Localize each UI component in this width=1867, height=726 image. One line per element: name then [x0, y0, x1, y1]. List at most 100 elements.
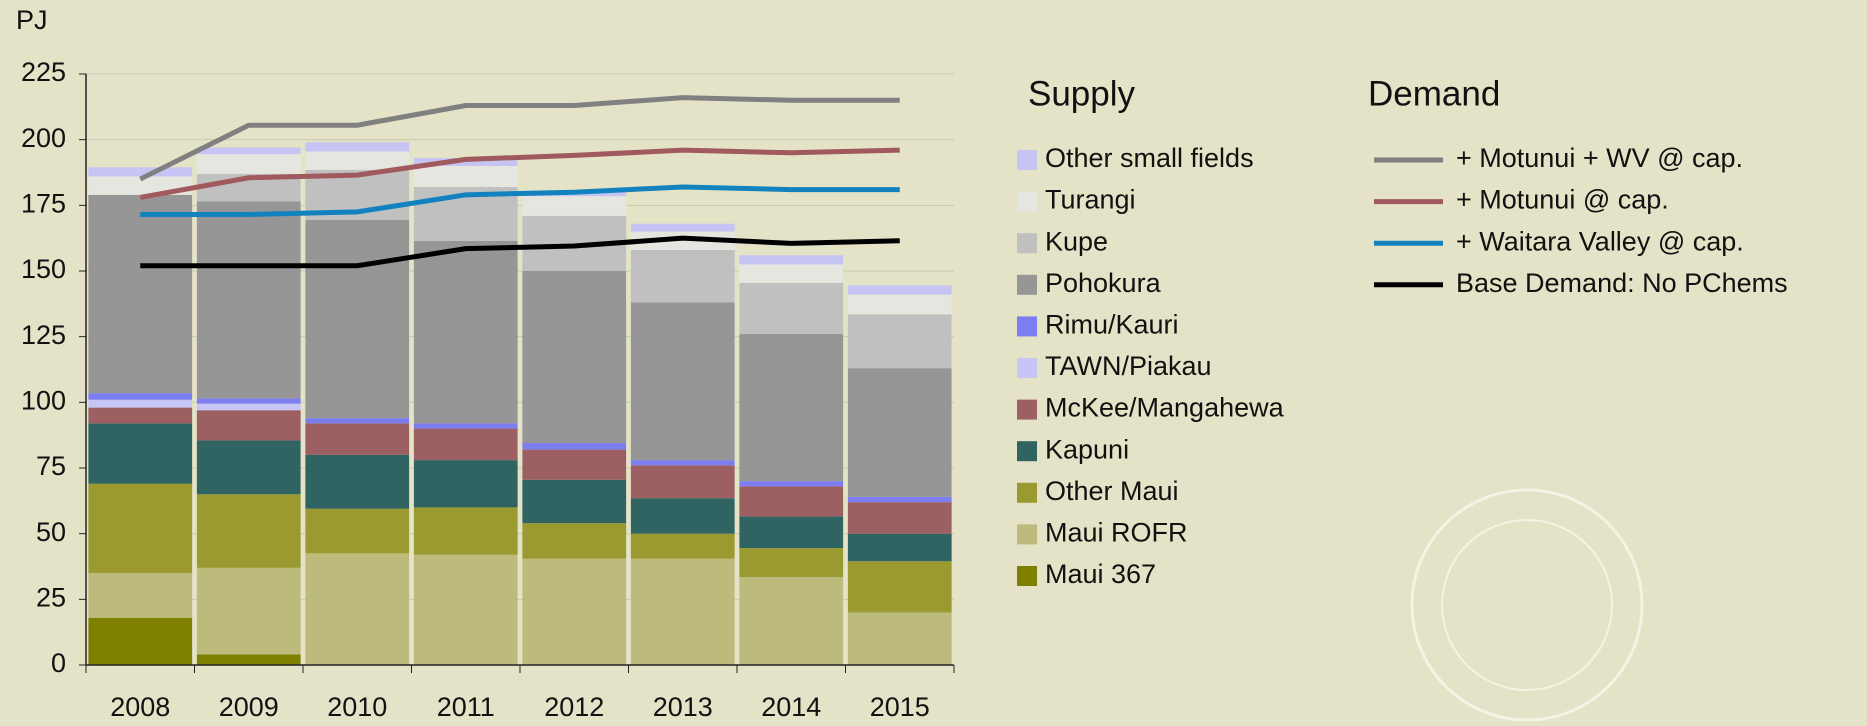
bar-segment — [739, 577, 843, 665]
legend-label: Pohokura — [1045, 268, 1162, 298]
bar-segment — [631, 460, 735, 465]
legend-label: + Motunui @ cap. — [1456, 185, 1669, 215]
bar-segment — [848, 612, 952, 665]
x-tick-label: 2015 — [870, 692, 930, 722]
legend-swatch — [1017, 275, 1037, 295]
bar-segment — [848, 497, 952, 502]
bar-segment — [305, 142, 409, 151]
bar-segment — [197, 398, 301, 403]
bar-segment — [522, 271, 626, 443]
bar-segment — [631, 534, 735, 559]
bar-segment — [522, 480, 626, 523]
bar-segment — [197, 440, 301, 494]
bar-segment — [848, 314, 952, 368]
bar-segment — [631, 498, 735, 533]
legend-title: Demand — [1368, 74, 1500, 113]
bar-segment — [631, 303, 735, 461]
y-tick-label: 225 — [21, 57, 66, 87]
legend-swatch — [1017, 441, 1037, 461]
bar-segment — [305, 455, 409, 509]
x-tick-label: 2014 — [761, 692, 821, 722]
bar-segment — [197, 201, 301, 398]
legend-label: Turangi — [1045, 185, 1136, 215]
y-tick-label: 200 — [21, 123, 66, 153]
bar-segment — [848, 368, 952, 497]
bar-segment — [522, 450, 626, 480]
bar-segment — [197, 404, 301, 411]
bar-segment — [305, 553, 409, 665]
bar-segment — [522, 559, 626, 665]
bar-segment — [631, 559, 735, 665]
bar-segment — [305, 509, 409, 554]
y-tick-label: 50 — [36, 517, 66, 547]
bar-segment — [414, 241, 518, 424]
y-tick-label: 175 — [21, 188, 66, 218]
x-tick-label: 2013 — [653, 692, 713, 722]
x-tick-label: 2008 — [110, 692, 170, 722]
bar-segment — [631, 465, 735, 498]
legend-label: Base Demand: No PChems — [1456, 268, 1788, 298]
bar-segment — [739, 264, 843, 282]
y-tick-label: 150 — [21, 254, 66, 284]
bar-segment — [522, 443, 626, 450]
bar-segment — [88, 408, 192, 424]
bar-segment — [848, 561, 952, 612]
legend-swatch — [1017, 358, 1037, 378]
legend-swatch — [1017, 192, 1037, 212]
legend-label: Maui 367 — [1045, 559, 1156, 589]
bar-segment — [739, 548, 843, 577]
bar-segment — [88, 167, 192, 176]
bar-segment — [88, 484, 192, 573]
y-tick-label: 25 — [36, 582, 66, 612]
bar-segment — [414, 423, 518, 428]
chart: PJ Supply Demand 0 25 50 75 100 125 150 175 200 2… — [0, 0, 1867, 726]
legend-label: + Waitara Valley @ cap. — [1456, 226, 1744, 256]
legend-swatch — [1017, 316, 1037, 336]
y-tick-label: 100 — [21, 385, 66, 415]
y-tick-label: 0 — [51, 648, 66, 678]
x-tick-label: 2011 — [437, 692, 495, 722]
x-tick-label: 2012 — [544, 692, 604, 722]
bar-segment — [88, 618, 192, 665]
bar-segment — [88, 400, 192, 408]
bar-segment — [414, 555, 518, 665]
bar-segment — [88, 573, 192, 618]
bar-segment — [414, 507, 518, 554]
bar-segment — [631, 224, 735, 232]
legend-swatch — [1017, 233, 1037, 253]
legend-swatch — [1017, 483, 1037, 503]
bar-segment — [739, 481, 843, 486]
legend-swatch — [1017, 400, 1037, 420]
bar-segment — [739, 486, 843, 516]
bar-segment — [522, 523, 626, 558]
x-tick-label: 2009 — [219, 692, 279, 722]
bar-segment — [739, 334, 843, 481]
bar-segment — [197, 568, 301, 655]
legend-label: + Motunui + WV @ cap. — [1456, 143, 1743, 173]
bar-segment — [848, 534, 952, 562]
bar-segment — [305, 418, 409, 423]
y-tick-label: 75 — [36, 451, 66, 481]
legend-label: Rimu/Kauri — [1045, 310, 1179, 340]
bar-segment — [88, 423, 192, 483]
bar-segment — [631, 250, 735, 303]
legend-swatch — [1017, 150, 1037, 170]
bar-segment — [848, 285, 952, 294]
legend-label: Kupe — [1045, 226, 1108, 256]
bar-segment — [305, 151, 409, 169]
bar-segment — [197, 494, 301, 568]
legend-swatch — [1017, 524, 1037, 544]
bar-segment — [414, 429, 518, 461]
bar-segment — [848, 502, 952, 534]
bar-segment — [88, 393, 192, 400]
bar-segment — [197, 148, 301, 155]
legend-title: Supply — [1028, 74, 1136, 113]
y-axis-label: PJ — [16, 5, 48, 35]
bar-segment — [197, 410, 301, 440]
bar-segment — [522, 196, 626, 216]
legend-label: Other small fields — [1045, 143, 1254, 173]
bar-segment — [305, 423, 409, 455]
x-tick-label: 2010 — [327, 692, 387, 722]
legend-label: McKee/Mangahewa — [1045, 393, 1285, 423]
y-tick-label: 125 — [21, 320, 66, 350]
